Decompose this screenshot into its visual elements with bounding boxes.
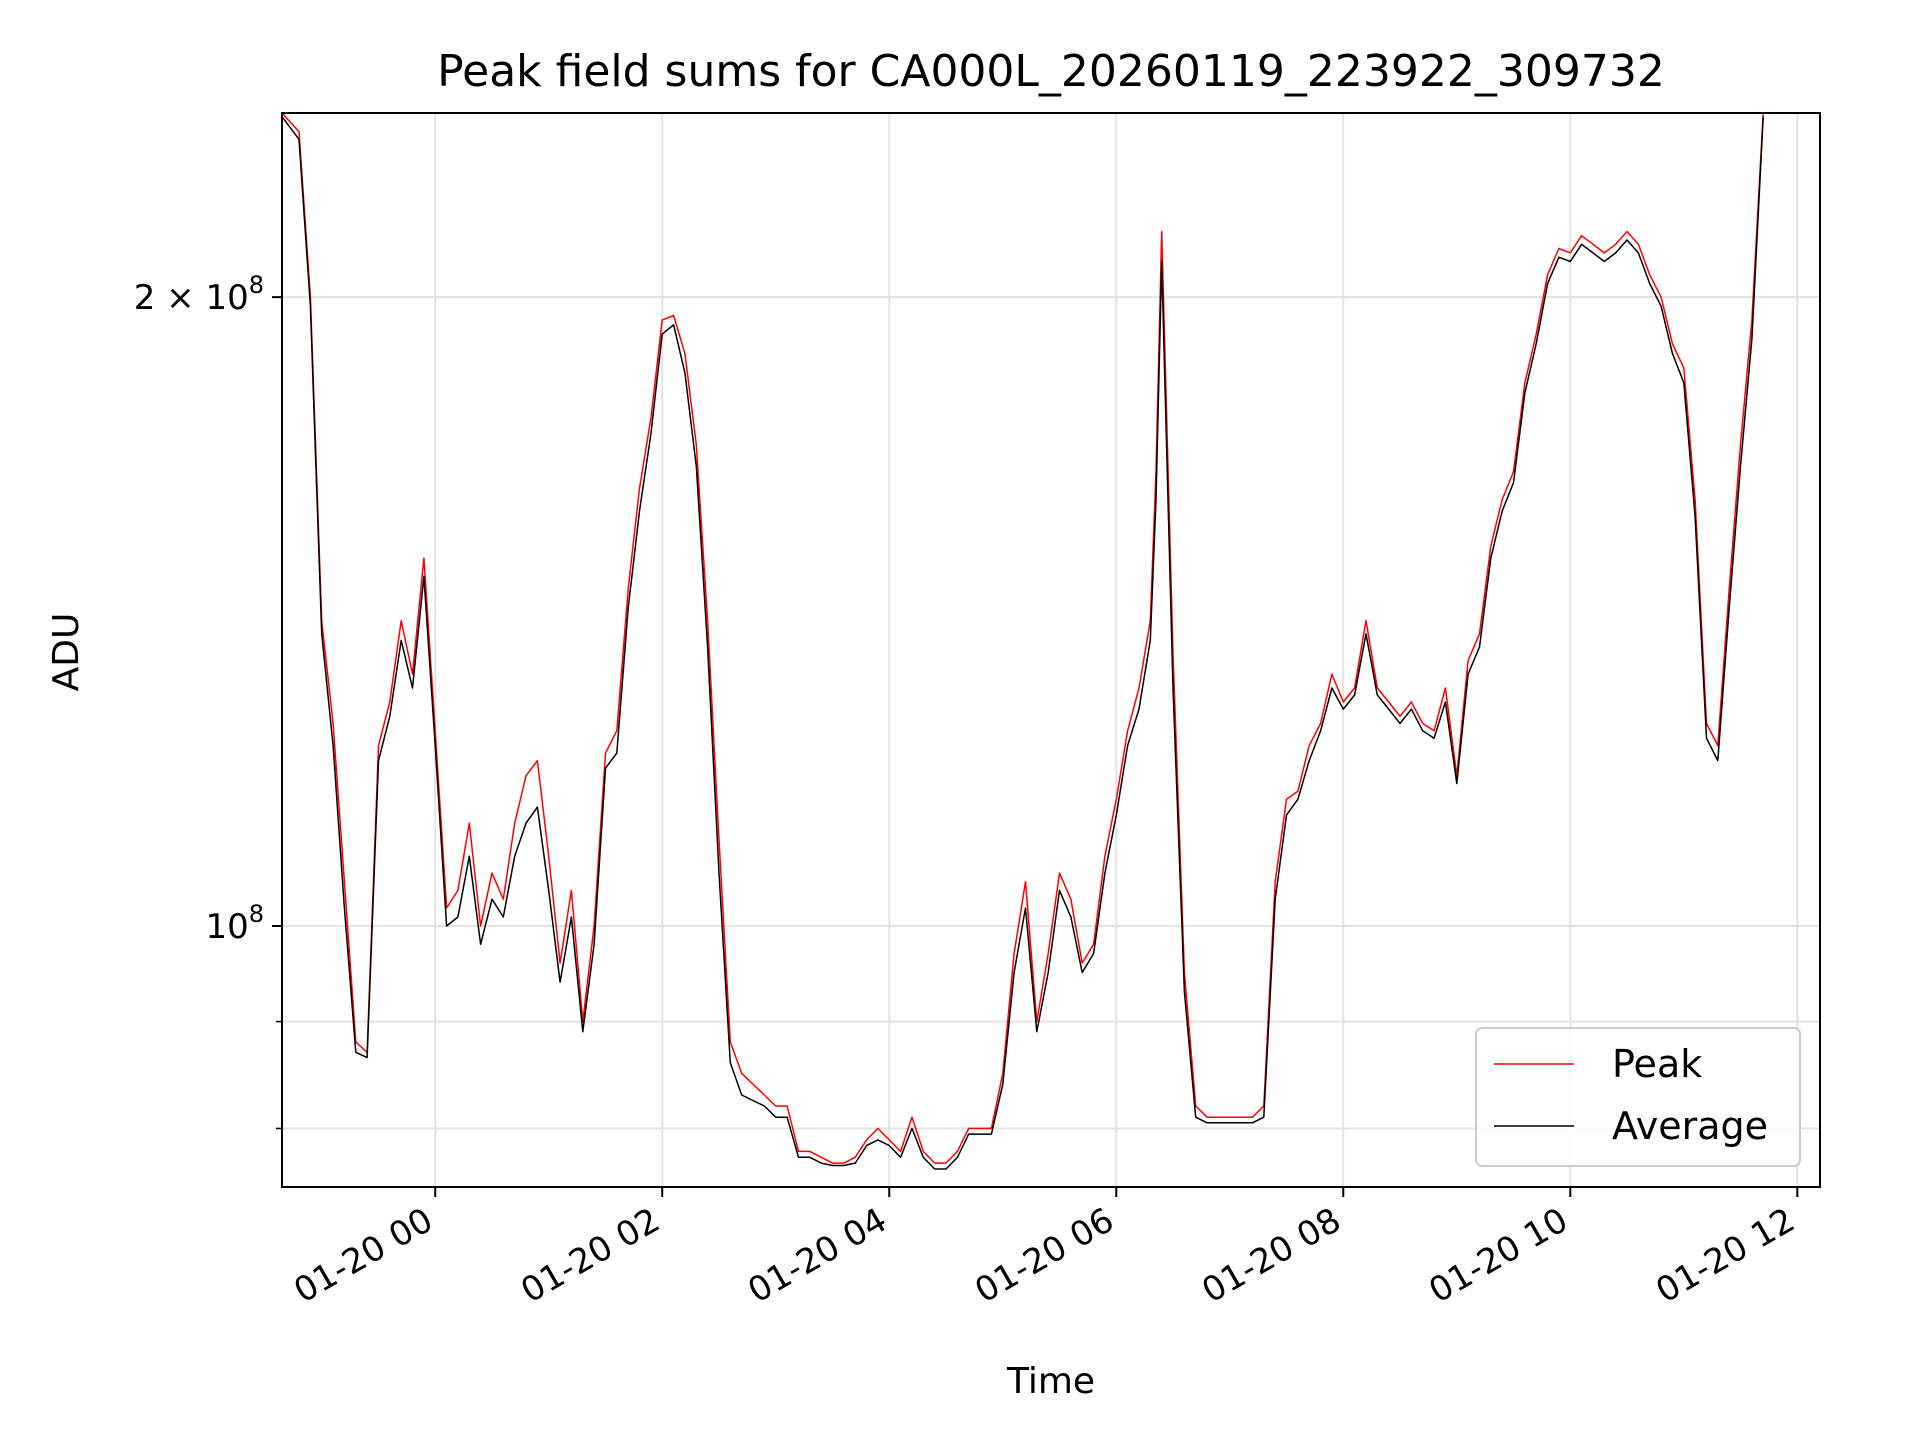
- grid-lines: [282, 113, 1820, 1187]
- x-tick-label-6: 01-20 12: [1649, 1200, 1801, 1311]
- series-line-peak: [281, 112, 1764, 1164]
- series-line-average: [281, 116, 1764, 1170]
- legend-label-peak: Peak: [1612, 1042, 1702, 1086]
- plot-area-frame: [281, 112, 1821, 1188]
- x-tick-label-1: 01-20 02: [514, 1200, 666, 1311]
- x-tick-label-2: 01-20 04: [741, 1200, 893, 1311]
- x-tick-label-3: 01-20 06: [968, 1200, 1120, 1311]
- legend-label-average: Average: [1612, 1104, 1768, 1148]
- y-tick-label-1: 2 × 108: [134, 271, 264, 318]
- chart-title: Peak field sums for CA000L_20260119_2239…: [437, 46, 1665, 97]
- x-tick-label-0: 01-20 00: [287, 1200, 439, 1311]
- y-tick-label-0: 108: [205, 900, 264, 947]
- legend: Peak Average: [1475, 1027, 1801, 1167]
- y-axis-label: ADU: [46, 613, 87, 692]
- series-lines: [281, 112, 1764, 1170]
- x-tick-label-5: 01-20 10: [1422, 1200, 1574, 1311]
- x-axis-label: Time: [1006, 1361, 1095, 1402]
- x-tick-label-4: 01-20 08: [1195, 1200, 1347, 1311]
- legend-box: [1475, 1027, 1801, 1167]
